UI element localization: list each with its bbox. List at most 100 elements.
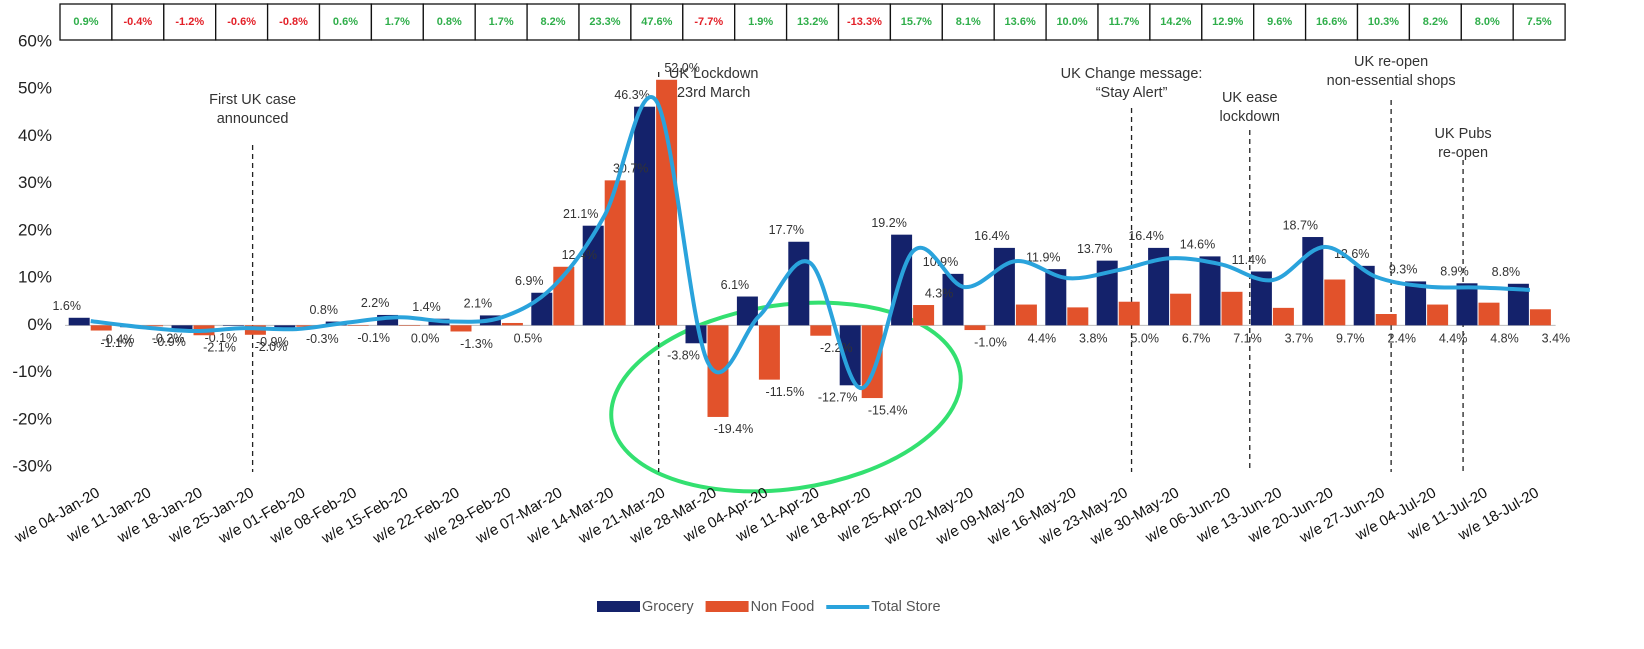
y-tick-label: 40% xyxy=(18,126,52,145)
value-box xyxy=(1460,3,1514,41)
top-value-label: -13.3% xyxy=(847,16,882,28)
y-tick-label: 60% xyxy=(18,31,52,50)
data-label: -0.1% xyxy=(357,331,390,345)
data-label: 3.4% xyxy=(1542,332,1571,346)
top-value-label: 9.6% xyxy=(1267,16,1292,28)
bar xyxy=(171,325,193,330)
bar xyxy=(1302,237,1324,326)
bar xyxy=(142,325,164,327)
data-label: -0.3% xyxy=(306,332,339,346)
top-value-label: 8.0% xyxy=(1475,16,1500,28)
bar xyxy=(656,79,678,326)
value-box xyxy=(1512,3,1566,41)
top-value-label: 15.7% xyxy=(901,16,932,28)
line xyxy=(90,95,1530,391)
bar xyxy=(582,225,604,326)
bar xyxy=(1096,260,1118,326)
top-value-label: 0.9% xyxy=(73,16,98,28)
value-box xyxy=(837,3,892,41)
value-box xyxy=(941,3,995,41)
annotation: lockdown xyxy=(1220,109,1280,125)
annotation: re-open xyxy=(1438,145,1488,161)
data-label: 4.3% xyxy=(925,286,954,300)
data-label: 9.3% xyxy=(1389,263,1418,277)
bar xyxy=(1170,293,1192,326)
bar xyxy=(1353,265,1375,326)
annotation: UK ease xyxy=(1222,90,1278,106)
bar xyxy=(1221,291,1243,326)
bar xyxy=(347,325,369,326)
bar xyxy=(450,325,472,332)
value-box xyxy=(1356,3,1411,41)
bar xyxy=(1067,307,1089,326)
top-value-label: 8.2% xyxy=(1423,16,1448,28)
top-value-label: -7.7% xyxy=(694,16,723,28)
data-label: -2.1% xyxy=(203,341,236,355)
value-box xyxy=(889,3,943,41)
annotation: “Stay Alert” xyxy=(1096,85,1168,101)
bar xyxy=(1375,314,1397,326)
bar xyxy=(1045,269,1067,326)
data-label: -3.8% xyxy=(667,349,700,363)
data-label: 2.4% xyxy=(1387,332,1416,346)
data-label: 4.4% xyxy=(1439,332,1468,346)
data-label: 11.9% xyxy=(1026,250,1061,264)
value-box xyxy=(682,3,736,41)
data-label: 12.6% xyxy=(1334,247,1369,261)
data-label: 6.1% xyxy=(721,278,750,292)
bar xyxy=(758,325,780,380)
bar xyxy=(839,325,861,386)
bar xyxy=(685,325,707,344)
bar xyxy=(736,296,758,326)
top-value-label: 1.7% xyxy=(385,16,410,28)
data-label: 0.8% xyxy=(309,303,338,317)
data-label: 0.5% xyxy=(514,332,543,346)
top-value-label: -0.6% xyxy=(227,16,256,28)
top-value-label: 1.7% xyxy=(489,16,514,28)
y-tick-label: 0% xyxy=(27,315,52,334)
bar xyxy=(377,314,399,326)
bar xyxy=(913,305,935,326)
data-label: 0.0% xyxy=(411,332,440,346)
value-box xyxy=(785,3,840,41)
data-label: -0.9% xyxy=(153,335,186,349)
data-label: 2.1% xyxy=(464,297,493,311)
top-value-label: 12.9% xyxy=(1212,16,1243,28)
annotation: First UK case xyxy=(209,92,296,108)
data-label: 5.0% xyxy=(1130,332,1159,346)
annotation: 23rd March xyxy=(677,85,750,101)
value-box xyxy=(1408,3,1462,41)
data-label: 4.8% xyxy=(1490,332,1519,346)
top-value-label: 47.6% xyxy=(641,16,672,28)
top-value-label: 1.9% xyxy=(748,16,773,28)
top-value-label: -0.8% xyxy=(279,16,308,28)
value-box xyxy=(163,3,217,41)
bar xyxy=(1507,283,1529,326)
top-value-label: 13.2% xyxy=(797,16,828,28)
top-value-label: 8.1% xyxy=(956,16,981,28)
bar xyxy=(604,180,626,326)
top-value-label: 10.0% xyxy=(1056,16,1087,28)
value-box xyxy=(266,3,321,41)
data-label: 3.7% xyxy=(1285,332,1314,346)
top-value-label: -1.2% xyxy=(175,16,204,28)
bar xyxy=(1250,271,1272,326)
y-tick-label: 30% xyxy=(18,173,52,192)
value-box xyxy=(578,3,632,41)
bar xyxy=(810,325,832,336)
top-value-label: 0.6% xyxy=(333,16,358,28)
top-value-label: 8.2% xyxy=(541,16,566,28)
top-value-label: 10.3% xyxy=(1368,16,1399,28)
annotation: non-essential shops xyxy=(1327,73,1456,89)
y-tick-label: 50% xyxy=(18,79,52,98)
data-label: -15.4% xyxy=(868,403,908,417)
top-value-label: 7.5% xyxy=(1527,16,1552,28)
value-box xyxy=(1097,3,1151,41)
top-value-label: 0.8% xyxy=(437,16,462,28)
data-label: 13.7% xyxy=(1077,242,1112,256)
bar xyxy=(1427,304,1449,326)
data-label: 8.9% xyxy=(1440,265,1469,279)
annotation: UK Pubs xyxy=(1434,126,1491,142)
value-box xyxy=(422,3,476,41)
